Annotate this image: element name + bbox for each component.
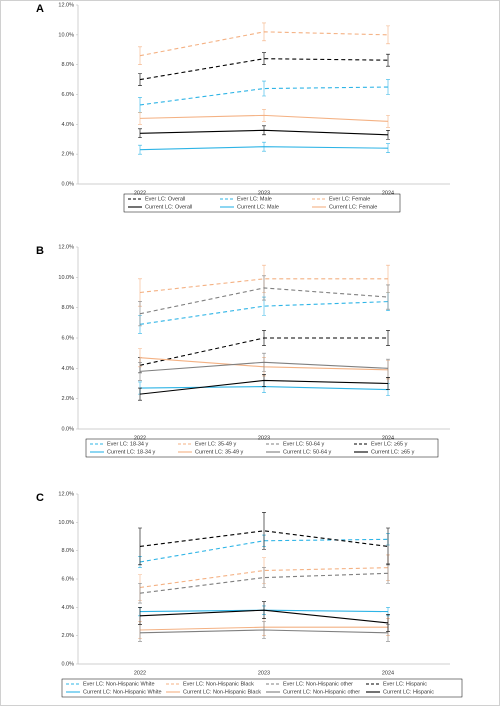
y-tick-label: 8.0% bbox=[61, 305, 74, 311]
legend-label: Ever LC: Non-Hispanic other bbox=[283, 681, 353, 687]
legend-label: Current LC: Non-Hispanic Black bbox=[183, 689, 261, 695]
panel-label: B bbox=[36, 245, 44, 257]
legend-label: Current LC: ≥65 y bbox=[371, 449, 415, 455]
legend-label: Current LC: Hispanic bbox=[383, 689, 434, 695]
error-bar bbox=[138, 527, 142, 566]
legend-label: Current LC: 18-34 y bbox=[107, 449, 156, 455]
y-tick-label: 0.0% bbox=[61, 426, 74, 432]
legend-label: Ever LC: Female bbox=[329, 196, 370, 202]
y-tick-label: 2.0% bbox=[61, 152, 74, 158]
error-bar bbox=[138, 301, 142, 327]
error-bar bbox=[262, 330, 266, 346]
legend-box bbox=[123, 193, 401, 213]
error-bar bbox=[262, 141, 266, 152]
error-bar bbox=[138, 144, 142, 155]
y-tick-label: 6.0% bbox=[61, 576, 74, 582]
legend-label: Ever LC: Non-Hispanic Black bbox=[183, 681, 254, 687]
error-bar bbox=[386, 115, 390, 128]
legend-label: Ever LC: Hispanic bbox=[383, 681, 427, 687]
legend-label: Ever LC: Overall bbox=[145, 196, 185, 202]
y-tick-label: 8.0% bbox=[61, 548, 74, 554]
legend-label: Current LC: 35-49 y bbox=[195, 449, 244, 455]
error-bar bbox=[386, 614, 390, 632]
error-bar bbox=[138, 112, 142, 125]
legend-label: Ever LC: 35-49 y bbox=[195, 441, 237, 447]
y-tick-label: 4.0% bbox=[61, 122, 74, 128]
x-tick-label: 2022 bbox=[134, 670, 146, 676]
error-bar bbox=[262, 601, 266, 619]
legend-label: Ever LC: 50-64 y bbox=[283, 441, 325, 447]
x-tick-label: 2024 bbox=[382, 670, 394, 676]
legend-label: Current LC: 50-64 y bbox=[283, 449, 332, 455]
legend-label: Ever LC: ≥65 y bbox=[371, 441, 408, 447]
error-bar bbox=[386, 25, 390, 45]
x-tick-label: 2024 bbox=[382, 190, 394, 196]
error-bar bbox=[262, 512, 266, 550]
y-tick-label: 12.0% bbox=[58, 2, 74, 8]
y-tick-label: 12.0% bbox=[58, 491, 74, 497]
error-bar bbox=[262, 80, 266, 97]
y-tick-label: 0.0% bbox=[61, 181, 74, 187]
error-bar bbox=[262, 374, 266, 387]
error-bar bbox=[386, 79, 390, 95]
legend-box bbox=[85, 438, 439, 458]
y-tick-label: 0.0% bbox=[61, 661, 74, 667]
y-tick-label: 2.0% bbox=[61, 396, 74, 402]
y-tick-label: 4.0% bbox=[61, 366, 74, 372]
x-tick-label: 2023 bbox=[258, 670, 270, 676]
y-tick-label: 6.0% bbox=[61, 335, 74, 341]
error-bar bbox=[262, 52, 266, 65]
error-bar bbox=[386, 143, 390, 153]
error-bar bbox=[138, 387, 142, 401]
legend-label: Ever LC: Non-Hispanic White bbox=[83, 681, 155, 687]
error-bar bbox=[138, 46, 142, 65]
panel-label: A bbox=[36, 3, 44, 15]
error-bar bbox=[262, 125, 266, 136]
error-bar bbox=[386, 284, 390, 310]
error-bar bbox=[386, 527, 390, 566]
error-bar bbox=[262, 352, 266, 372]
legend-label: Current LC: Non-Hispanic White bbox=[83, 689, 162, 695]
y-tick-label: 4.0% bbox=[61, 605, 74, 611]
x-tick-label: 2022 bbox=[134, 435, 146, 441]
y-tick-label: 2.0% bbox=[61, 633, 74, 639]
error-bar bbox=[138, 361, 142, 381]
x-tick-label: 2023 bbox=[258, 435, 270, 441]
error-bar bbox=[262, 275, 266, 301]
error-bar bbox=[138, 582, 142, 604]
legend-label: Ever LC: Male bbox=[237, 196, 272, 202]
panel-label: C bbox=[36, 492, 44, 504]
error-bar bbox=[262, 22, 266, 42]
error-bar bbox=[138, 607, 142, 625]
error-bar bbox=[386, 130, 390, 140]
legend-label: Current LC: Female bbox=[329, 204, 377, 210]
legend-label: Current LC: Overall bbox=[145, 204, 192, 210]
legend-label: Current LC: Non-Hispanic other bbox=[283, 689, 360, 695]
legend-box bbox=[61, 678, 463, 698]
x-tick-label: 2022 bbox=[134, 190, 146, 196]
y-tick-label: 6.0% bbox=[61, 92, 74, 98]
legend-label: Ever LC: 18-34 y bbox=[107, 441, 149, 447]
x-tick-label: 2024 bbox=[382, 435, 394, 441]
error-bar bbox=[386, 377, 390, 390]
error-bar bbox=[138, 73, 142, 86]
x-tick-label: 2023 bbox=[258, 190, 270, 196]
y-tick-label: 10.0% bbox=[58, 275, 74, 281]
error-bar bbox=[262, 567, 266, 588]
legend-label: Current LC: Male bbox=[237, 204, 279, 210]
y-tick-label: 10.0% bbox=[58, 32, 74, 38]
y-tick-label: 10.0% bbox=[58, 520, 74, 526]
error-bar bbox=[262, 621, 266, 639]
error-bar bbox=[262, 109, 266, 122]
error-bar bbox=[386, 330, 390, 346]
error-bar bbox=[138, 128, 142, 139]
y-tick-label: 12.0% bbox=[58, 244, 74, 250]
y-tick-label: 8.0% bbox=[61, 62, 74, 68]
error-bar bbox=[386, 53, 390, 67]
